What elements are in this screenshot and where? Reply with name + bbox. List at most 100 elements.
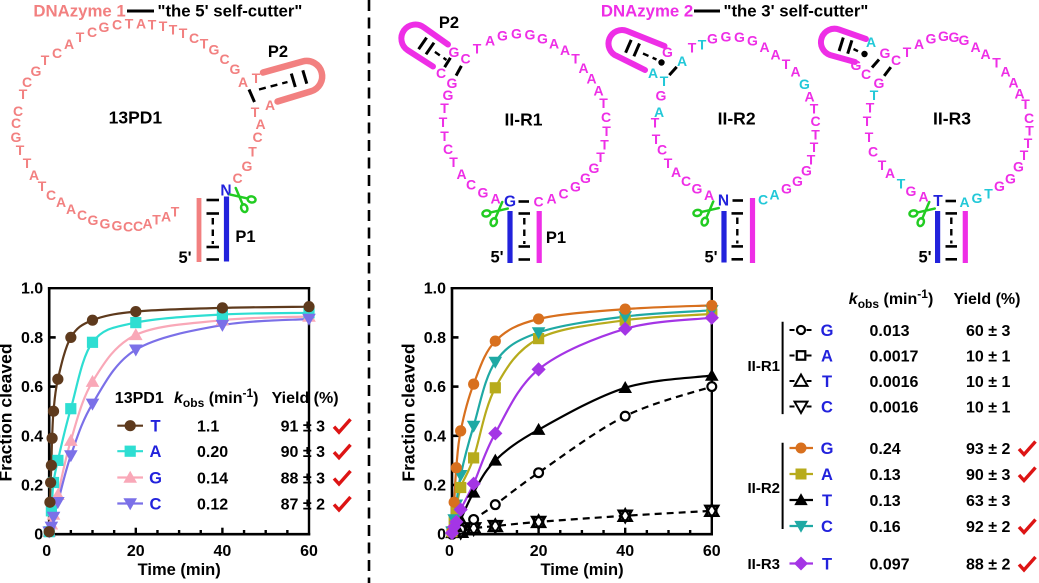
svg-text:II-R3: II-R3 bbox=[933, 109, 971, 129]
svg-text:5': 5' bbox=[704, 249, 717, 267]
svg-text:G: G bbox=[821, 322, 834, 340]
svg-text:C: C bbox=[601, 109, 611, 125]
svg-text:G: G bbox=[880, 45, 891, 61]
svg-text:C: C bbox=[443, 141, 453, 157]
svg-text:0.4: 0.4 bbox=[424, 428, 446, 445]
svg-text:G: G bbox=[497, 27, 508, 43]
svg-text:A: A bbox=[142, 215, 152, 231]
svg-text:T: T bbox=[688, 39, 697, 55]
svg-text:T: T bbox=[863, 113, 872, 129]
svg-text:Fraction cleaved: Fraction cleaved bbox=[0, 343, 16, 481]
svg-text:P2: P2 bbox=[439, 14, 459, 32]
svg-text:60: 60 bbox=[300, 543, 318, 560]
svg-text:A: A bbox=[769, 186, 779, 202]
svg-text:A: A bbox=[1008, 74, 1018, 90]
svg-text:G: G bbox=[570, 178, 581, 194]
svg-text:T: T bbox=[810, 100, 819, 116]
svg-text:A: A bbox=[654, 104, 664, 120]
svg-text:kobs (min-1): kobs (min-1) bbox=[174, 386, 258, 410]
svg-text:0.0017: 0.0017 bbox=[870, 349, 919, 366]
svg-text:T: T bbox=[698, 36, 707, 52]
svg-text:A: A bbox=[866, 34, 876, 50]
svg-text:G: G bbox=[99, 19, 110, 35]
svg-text:T: T bbox=[200, 35, 209, 51]
svg-text:A: A bbox=[255, 116, 265, 132]
svg-text:T: T bbox=[810, 139, 819, 155]
svg-text:T: T bbox=[251, 104, 260, 120]
svg-text:T: T bbox=[152, 211, 161, 227]
svg-text:G: G bbox=[511, 25, 522, 41]
svg-text:C: C bbox=[13, 103, 23, 119]
svg-text:C: C bbox=[189, 30, 199, 46]
svg-text:A: A bbox=[66, 201, 76, 217]
svg-text:C: C bbox=[657, 141, 667, 157]
svg-text:T: T bbox=[252, 70, 261, 86]
svg-text:93 ± 2: 93 ± 2 bbox=[966, 441, 1010, 458]
svg-text:0.13: 0.13 bbox=[870, 467, 901, 484]
svg-text:G: G bbox=[692, 180, 703, 196]
svg-text:G: G bbox=[242, 158, 253, 174]
svg-text:G: G bbox=[721, 28, 732, 44]
svg-text:G: G bbox=[209, 41, 220, 57]
svg-text:II-R2: II-R2 bbox=[747, 480, 780, 497]
svg-text:G: G bbox=[821, 440, 834, 458]
svg-text:G: G bbox=[589, 160, 600, 176]
svg-text:A: A bbox=[704, 187, 714, 203]
svg-text:G: G bbox=[100, 215, 111, 231]
svg-text:A: A bbox=[918, 188, 928, 204]
svg-text:T: T bbox=[16, 142, 25, 158]
svg-text:T: T bbox=[865, 129, 874, 145]
svg-text:T: T bbox=[811, 126, 820, 142]
svg-text:T: T bbox=[125, 15, 134, 31]
svg-text:G: G bbox=[747, 32, 758, 48]
svg-text:0.2: 0.2 bbox=[21, 478, 43, 495]
svg-text:A: A bbox=[456, 166, 466, 182]
svg-text:C: C bbox=[52, 45, 62, 61]
svg-text:G: G bbox=[443, 87, 454, 103]
svg-text:A: A bbox=[885, 165, 895, 181]
svg-text:G: G bbox=[874, 75, 885, 91]
svg-text:60: 60 bbox=[703, 543, 721, 560]
svg-text:A: A bbox=[265, 97, 275, 113]
svg-text:C: C bbox=[466, 176, 476, 192]
svg-text:0.013: 0.013 bbox=[870, 323, 910, 340]
svg-text:0.20: 0.20 bbox=[197, 444, 228, 461]
svg-text:0.13: 0.13 bbox=[870, 493, 901, 510]
svg-text:T: T bbox=[248, 143, 257, 159]
svg-text:T: T bbox=[473, 40, 482, 56]
svg-text:T: T bbox=[440, 128, 449, 144]
svg-text:P1: P1 bbox=[546, 229, 566, 247]
svg-text:G: G bbox=[781, 180, 792, 196]
svg-text:T: T bbox=[179, 25, 188, 41]
svg-text:0: 0 bbox=[34, 527, 43, 544]
svg-text:A: A bbox=[546, 190, 556, 206]
svg-text:G: G bbox=[447, 75, 458, 91]
svg-text:10 ± 1: 10 ± 1 bbox=[966, 400, 1010, 417]
svg-text:T: T bbox=[571, 50, 580, 66]
svg-text:G: G bbox=[504, 194, 516, 211]
svg-text:G: G bbox=[949, 29, 960, 45]
svg-text:G: G bbox=[11, 129, 22, 145]
svg-text:40: 40 bbox=[616, 543, 634, 560]
svg-text:T: T bbox=[41, 52, 50, 68]
svg-text:T: T bbox=[1021, 96, 1030, 112]
svg-text:1.0: 1.0 bbox=[21, 281, 43, 298]
svg-text:C: C bbox=[11, 115, 21, 131]
svg-text:C: C bbox=[1024, 110, 1034, 126]
svg-text:T: T bbox=[866, 99, 875, 115]
svg-text:Yield (%): Yield (%) bbox=[954, 291, 1021, 308]
svg-text:T: T bbox=[822, 556, 832, 574]
svg-text:T: T bbox=[822, 373, 832, 391]
svg-text:88 ± 3: 88 ± 3 bbox=[281, 471, 325, 488]
svg-text:A: A bbox=[161, 208, 171, 224]
svg-text:DNAzyme 1: DNAzyme 1 bbox=[33, 2, 125, 21]
svg-text:A: A bbox=[150, 443, 162, 461]
svg-text:G: G bbox=[478, 184, 489, 200]
svg-text:Fraction cleaved: Fraction cleaved bbox=[399, 343, 419, 481]
svg-text:G: G bbox=[1013, 158, 1024, 174]
svg-text:A: A bbox=[560, 42, 570, 58]
svg-text:G: G bbox=[230, 61, 241, 77]
svg-text:G: G bbox=[112, 217, 123, 233]
svg-text:G: G bbox=[938, 28, 949, 44]
svg-text:91 ± 3: 91 ± 3 bbox=[281, 419, 325, 436]
